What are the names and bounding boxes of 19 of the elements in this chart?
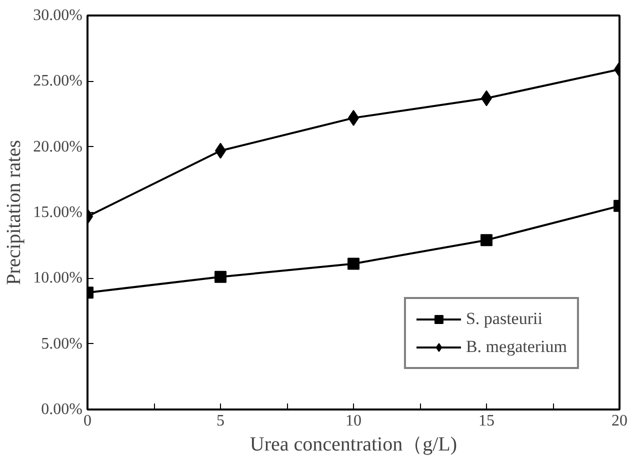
y-axis-title: Precipitation rates	[3, 140, 26, 285]
y-tick-label: 15.00%	[33, 204, 82, 221]
y-tick-label: 10.00%	[33, 270, 82, 287]
point	[480, 234, 492, 246]
y-tick-label: 20.00%	[33, 138, 82, 156]
point	[214, 270, 226, 283]
x-tick-label: 20	[612, 412, 628, 430]
legend-label: S. pasteurii	[466, 309, 542, 329]
x-tick-label: 10	[346, 412, 362, 430]
legend-label: B. megaterium	[466, 337, 567, 357]
point	[348, 258, 360, 270]
y-tick-label: 30.00%	[33, 7, 82, 24]
x-tick-label: 5	[216, 412, 224, 430]
x-axis-title: Urea concentration（g/L)	[250, 434, 458, 456]
y-tick-label: 0.00%	[41, 401, 82, 418]
x-tick-label: 15	[478, 412, 494, 430]
x-tick-label: 0	[84, 412, 92, 430]
y-tick-label: 25.00%	[33, 72, 82, 90]
y-tick-label: 5.00%	[41, 335, 82, 352]
